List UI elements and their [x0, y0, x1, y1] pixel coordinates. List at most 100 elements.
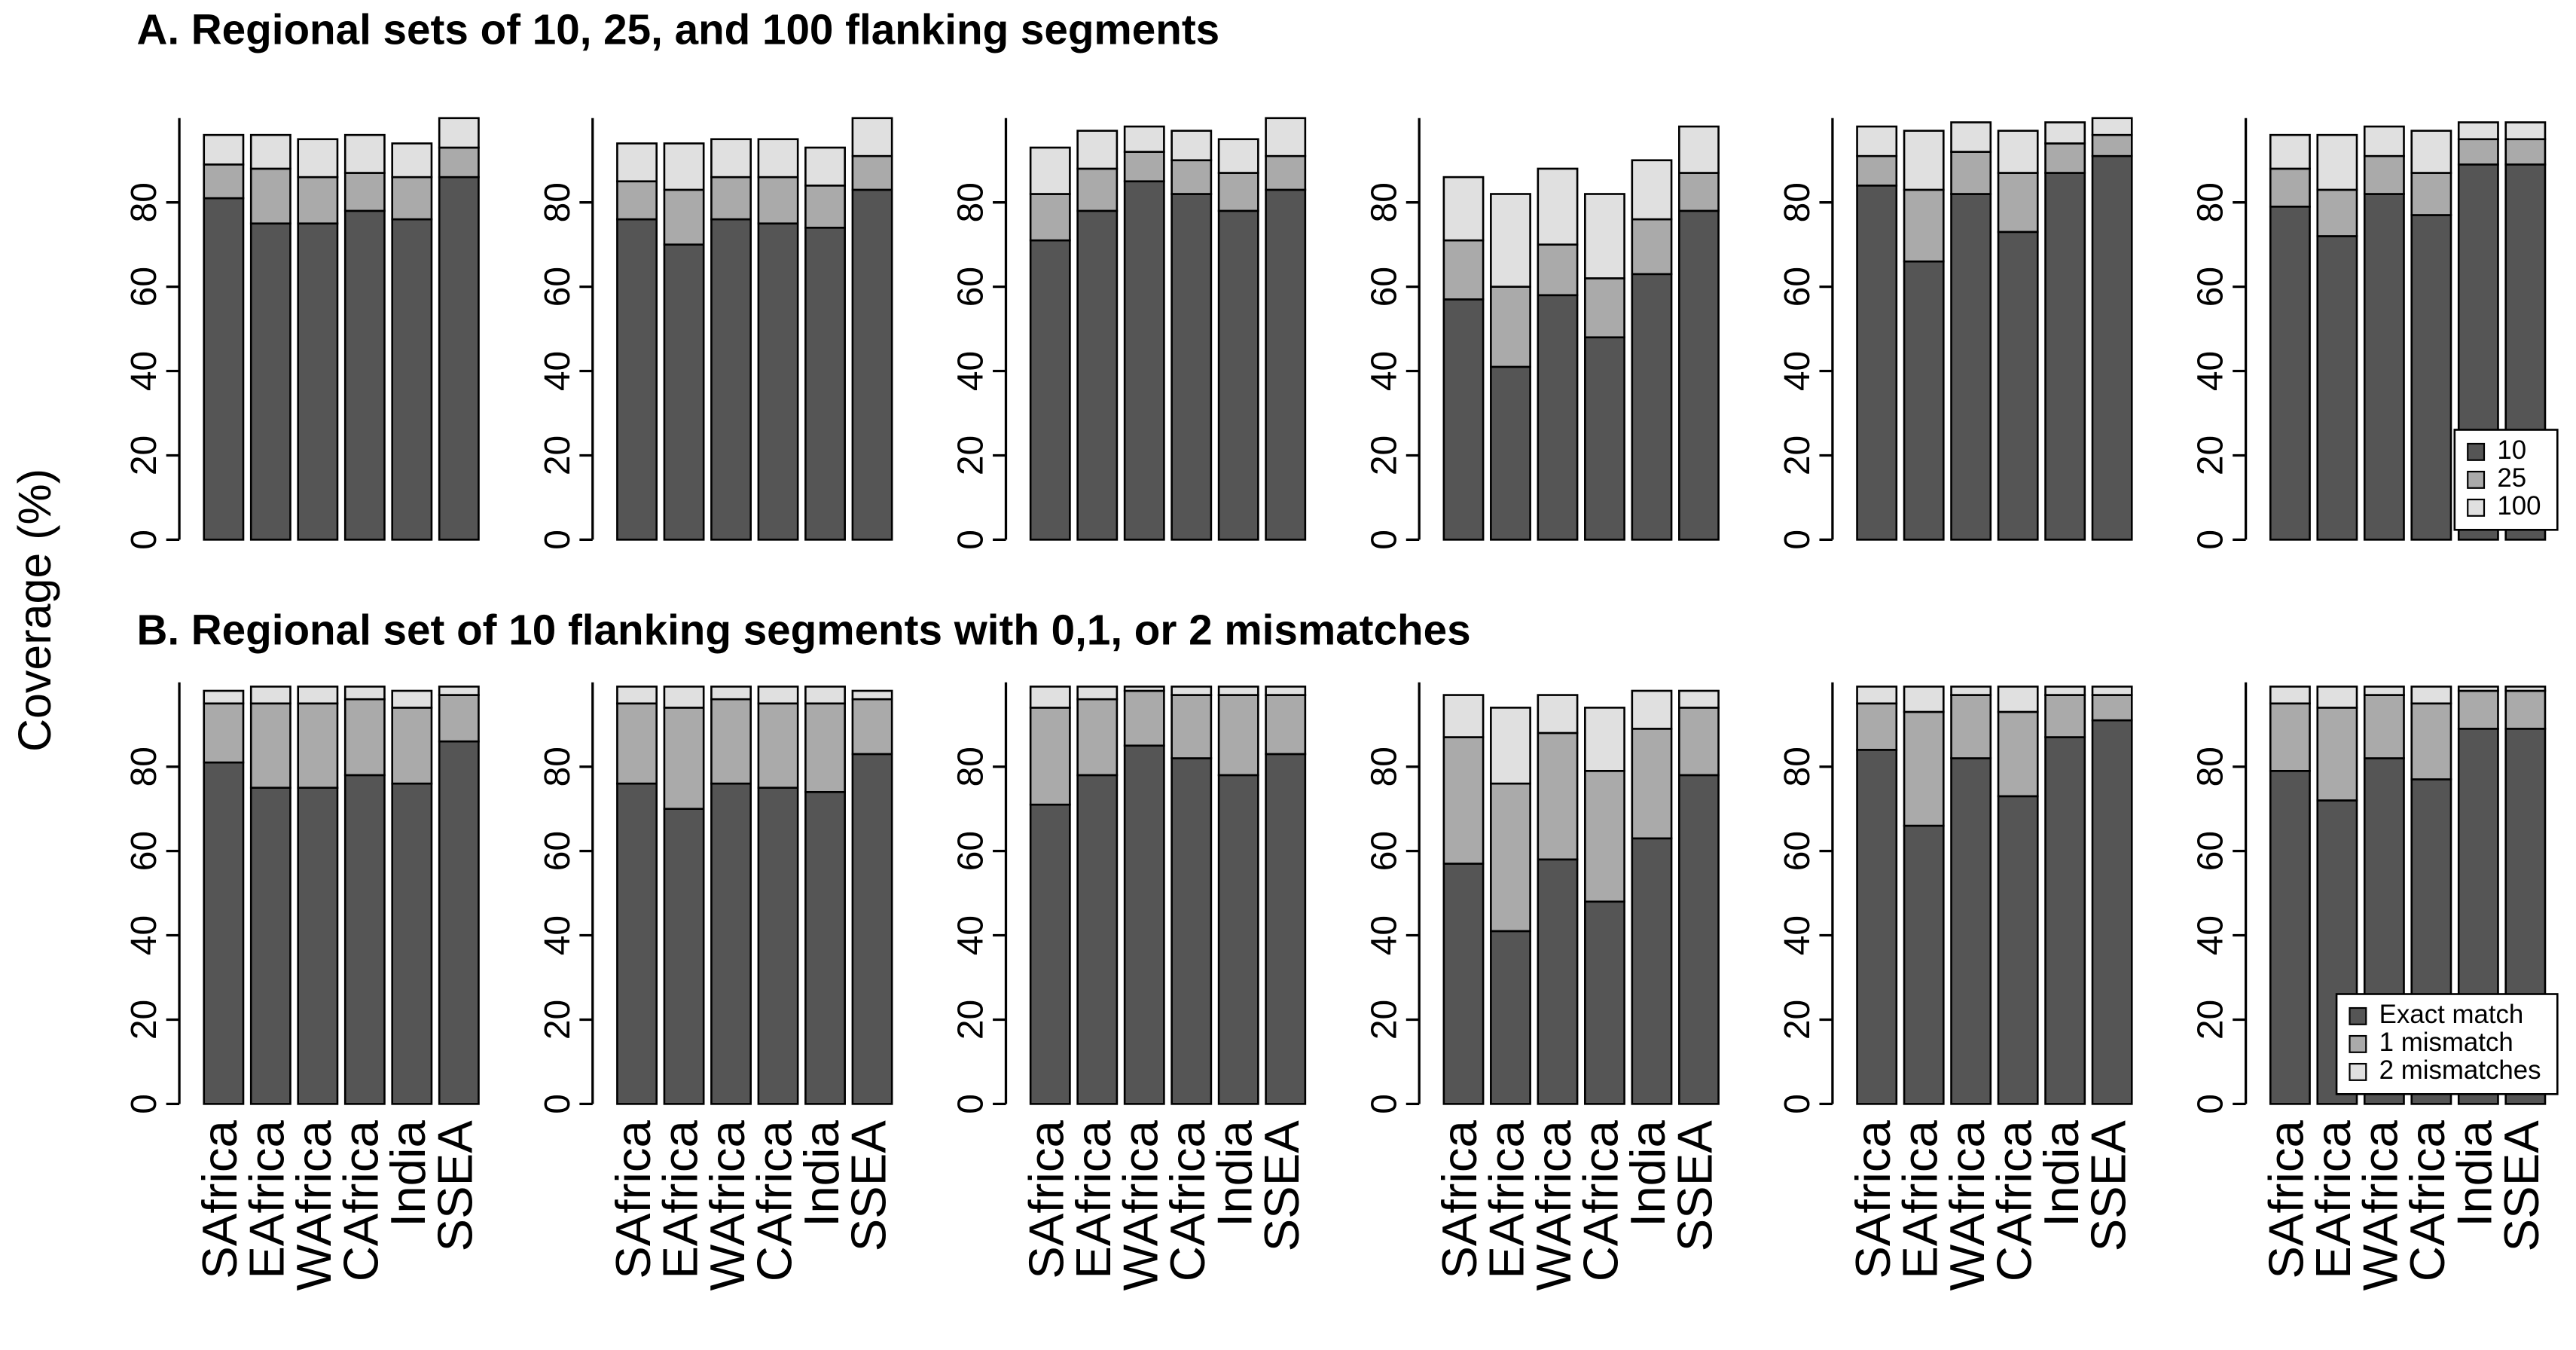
bar-segment [757, 176, 799, 224]
bar-segment [2363, 694, 2405, 759]
panel: 0 20 40 60 80 SAfricaEAfricaWAfricaCAfricaInd… [1364, 682, 1723, 1290]
bar-segment [2363, 154, 2405, 195]
section-title: B. Regional set of 10 flanking segments … [136, 606, 1470, 653]
x-tick-label: CAfrica [1573, 1119, 1628, 1281]
y-tick-label: 20 [124, 435, 164, 475]
bar-segment [663, 686, 705, 709]
bar-segment [1442, 298, 1485, 541]
bar-segment [2504, 121, 2547, 141]
y-tick-label: 0 [538, 1094, 578, 1114]
bar-segment [391, 689, 433, 709]
x-tick-label: India [380, 1120, 435, 1227]
bar-segment [1170, 159, 1213, 195]
bar-segment [1903, 130, 1945, 191]
bar-segment [804, 686, 846, 705]
bar-segment [2044, 142, 2086, 174]
bar-segment [438, 694, 480, 743]
y-tick-label: 60 [538, 831, 578, 871]
bar-segment [1490, 365, 1531, 541]
bar-segment [851, 117, 893, 157]
bar-segment [249, 686, 291, 705]
x-tick-label: WAfrica [1113, 1119, 1168, 1290]
bar-segment [2091, 133, 2133, 157]
bar-segment [1631, 728, 1673, 840]
x-tick-label: CAfrica [1160, 1119, 1215, 1281]
bar-segment [710, 782, 752, 1105]
bar-segment [1029, 803, 1071, 1105]
bar-segment [391, 782, 433, 1105]
legend-swatch [2467, 498, 2486, 517]
bar-segment [249, 786, 291, 1105]
y-tick-label: 60 [538, 267, 578, 307]
bar-segment [343, 686, 386, 701]
y-tick-label: 0 [1778, 1094, 1818, 1114]
panel: 0 20 40 60 80 [124, 117, 480, 550]
bar-segment [710, 686, 752, 701]
y-tick-label: 80 [2191, 182, 2231, 222]
y-tick-label: 80 [538, 182, 578, 222]
legend-label: 1 mismatch [2379, 1028, 2513, 1057]
bar-segment [343, 698, 386, 777]
bar-segment [438, 740, 480, 1105]
bar-segment [804, 146, 846, 187]
bar-segment [2091, 154, 2133, 541]
bar-segment [1856, 749, 1898, 1105]
legend-swatch [2467, 442, 2486, 461]
x-tick-label: SAfrica [192, 1119, 247, 1278]
bar-segment [297, 702, 339, 790]
bar-segment [1442, 176, 1485, 242]
y-tick-label: 0 [951, 530, 991, 550]
bar-segment [1584, 277, 1625, 339]
bar-segment [2091, 686, 2133, 696]
bar-segment [1537, 294, 1579, 541]
x-tick-label: SAfrica [1432, 1119, 1487, 1278]
bar-segment [249, 167, 291, 224]
x-tick-label: WAfrica [700, 1119, 755, 1290]
bar-segment [1584, 336, 1625, 541]
x-tick-label: SSEA [1254, 1120, 1309, 1252]
bar-segment [1217, 774, 1259, 1105]
x-tick-label: CAfrica [746, 1119, 801, 1281]
x-tick-label: WAfrica [2353, 1119, 2408, 1290]
bar-segment [297, 786, 339, 1105]
x-tick-label: SSEA [841, 1120, 896, 1252]
x-tick-label: EAfrica [1892, 1119, 1947, 1278]
y-tick-label: 80 [538, 747, 578, 786]
x-tick-label: WAfrica [286, 1119, 341, 1290]
bar-segment [391, 218, 433, 541]
bar-segment [249, 133, 291, 170]
bar-segment [1997, 686, 2039, 713]
bar-segment [1265, 154, 1307, 191]
legend-label: 10 [2497, 435, 2526, 465]
y-tick-label: 20 [1364, 435, 1404, 475]
bar-segment [1950, 121, 1992, 153]
x-tick-label: India [1620, 1120, 1675, 1227]
bar-segment [2269, 205, 2311, 541]
bar-segment [663, 808, 705, 1105]
panel: 0 20 40 60 80 SAfricaEAfricaWAfricaCAfricaInd… [951, 682, 1309, 1290]
x-tick-label: SSEA [2080, 1120, 2135, 1252]
y-tick-label: 80 [1778, 747, 1818, 786]
bar-segment [1170, 193, 1213, 541]
bar-segment [1950, 151, 1992, 195]
bar-segment [438, 146, 480, 179]
bar-segment [2269, 770, 2311, 1105]
y-tick-label: 60 [2191, 267, 2231, 307]
y-tick-label: 80 [1364, 182, 1404, 222]
bar-segment [1029, 193, 1071, 242]
bar-segment [757, 702, 799, 790]
bar-segment [1265, 686, 1307, 696]
x-tick-label: SAfrica [1845, 1119, 1900, 1278]
bar-segment [1537, 167, 1579, 246]
bar-segment [1029, 686, 1071, 709]
bar-segment [2316, 188, 2358, 237]
bar-segment [2457, 689, 2499, 730]
bar-segment [2044, 736, 2086, 1105]
bar-segment [1537, 732, 1579, 861]
bar-segment [203, 133, 245, 166]
bar-segment [2504, 689, 2547, 730]
bar-segment [757, 222, 799, 541]
x-tick-label: CAfrica [1986, 1119, 2041, 1281]
bar-segment [1856, 702, 1898, 751]
x-tick-label: India [2034, 1120, 2089, 1227]
